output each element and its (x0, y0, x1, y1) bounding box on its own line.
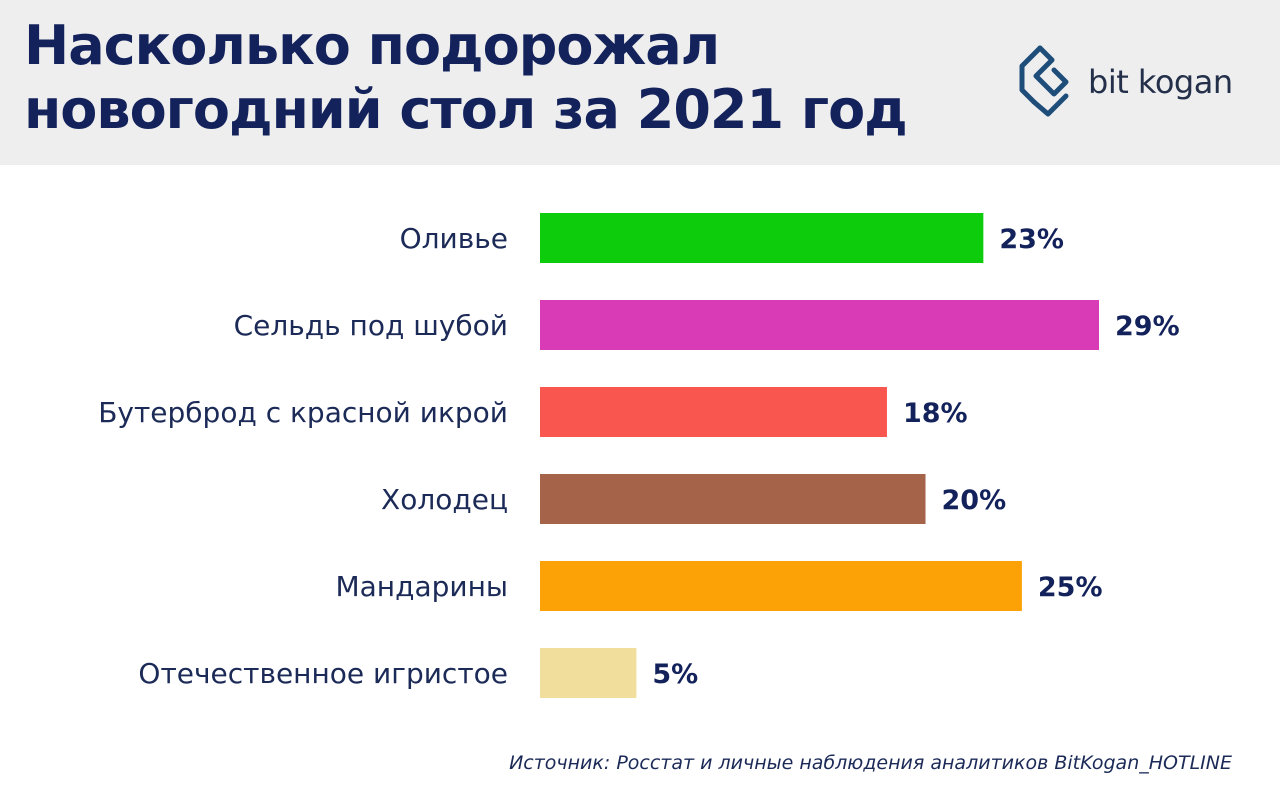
source-note: Источник: Росстат и личные наблюдения ан… (509, 752, 1232, 774)
category-label: Холодец (381, 483, 508, 516)
value-label: 18% (903, 398, 968, 429)
bar-chart: Оливье 23% Сельдь под шубой 29% Бутерброд с … (0, 170, 1280, 730)
bar (540, 213, 984, 263)
category-label: Сельдь под шубой (234, 309, 508, 342)
value-label: 5% (652, 659, 698, 690)
bar (540, 387, 887, 437)
category-label: Отечественное игристое (138, 657, 508, 690)
bitkogan-logo-icon (1019, 45, 1069, 117)
bar (540, 648, 637, 698)
category-label: Оливье (400, 222, 508, 255)
header-band: Насколько подорожал новогодний стол за 2… (0, 0, 1280, 165)
value-label: 23% (999, 224, 1064, 255)
value-label: 20% (942, 485, 1007, 516)
chart-svg: Оливье 23% Сельдь под шубой 29% Бутерброд с … (98, 213, 1180, 698)
logo-text: bit kogan (1088, 63, 1233, 101)
bar (540, 300, 1099, 350)
category-label: Бутерброд с красной икрой (98, 396, 508, 429)
category-label: Мандарины (335, 570, 508, 603)
bar (540, 474, 926, 524)
page-title: Насколько подорожал новогодний стол за 2… (24, 14, 908, 141)
value-label: 25% (1038, 572, 1103, 603)
brand-logo: bit kogan (1016, 44, 1256, 118)
bar (540, 561, 1022, 611)
value-label: 29% (1115, 311, 1180, 342)
